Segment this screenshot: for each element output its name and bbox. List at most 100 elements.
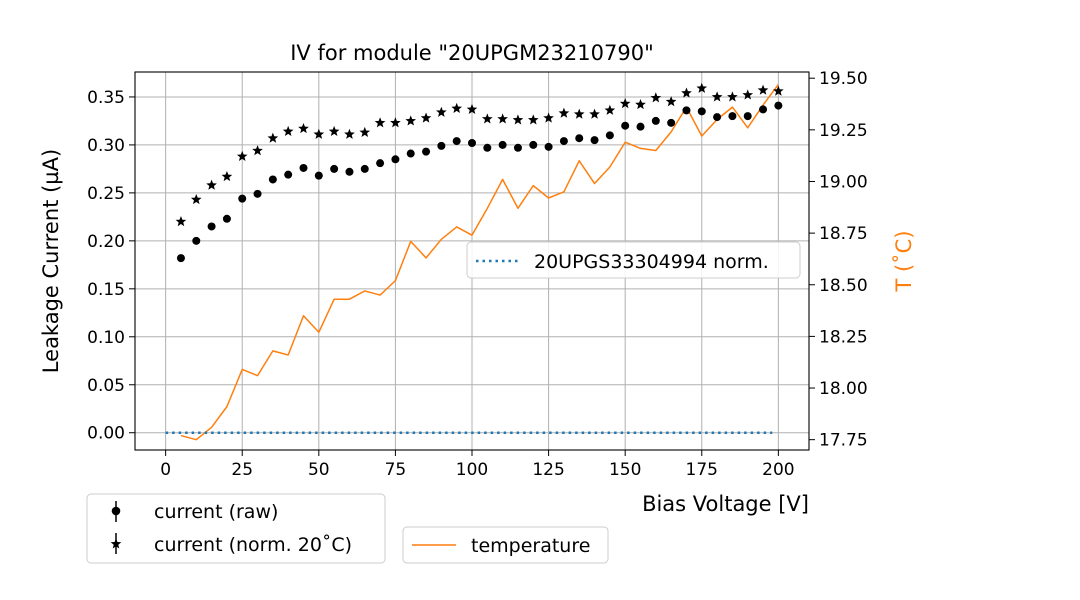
norm-current-point xyxy=(466,103,478,114)
y-tick-label: 0.35 xyxy=(87,88,125,108)
y2-axis-label: T (˚C) xyxy=(892,230,916,292)
raw-current-point xyxy=(207,222,216,231)
norm-current-point xyxy=(252,145,263,156)
norm-current-point xyxy=(558,107,570,118)
legend-raw-label: current (raw) xyxy=(154,501,278,523)
raw-current-point xyxy=(176,254,185,263)
norm-current-point xyxy=(727,91,738,102)
legend-reference: 20UPGS33304994 norm. xyxy=(466,241,801,279)
norm-current-point xyxy=(420,112,432,123)
legend-raw-marker xyxy=(111,506,121,516)
raw-current-point xyxy=(299,163,308,172)
norm-current-point xyxy=(757,84,769,95)
norm-current-point xyxy=(665,96,677,107)
norm-current-point xyxy=(512,114,524,125)
y2-tick-label: 19.50 xyxy=(819,69,868,89)
legend-temperature: temperature xyxy=(402,526,609,564)
legend-reference-label: 20UPGS33304994 norm. xyxy=(534,251,769,273)
norm-current-point xyxy=(481,113,493,124)
raw-current-point xyxy=(651,116,660,125)
norm-current-point xyxy=(221,170,233,182)
norm-current-point xyxy=(313,128,325,139)
x-tick-label: 50 xyxy=(308,460,330,480)
raw-current-point xyxy=(238,194,247,203)
raw-current-point xyxy=(345,167,354,176)
y2-tick-label: 19.00 xyxy=(819,172,868,192)
y-axis-label: Leakage Current (µA) xyxy=(39,149,63,373)
raw-current-point xyxy=(743,112,752,121)
raw-current-point xyxy=(391,155,400,164)
y2-tick-label: 18.00 xyxy=(819,379,868,399)
temperature-line xyxy=(180,83,779,441)
norm-current-point xyxy=(236,150,248,161)
norm-current-point xyxy=(589,108,600,119)
y-tick-label: 0.15 xyxy=(87,280,125,300)
raw-current-point xyxy=(222,214,231,223)
norm-current-point xyxy=(298,123,309,134)
norm-current-point xyxy=(267,132,279,143)
raw-current-point xyxy=(575,134,584,143)
y2-tick-label: 18.75 xyxy=(819,224,868,244)
y2-tick-label: 18.25 xyxy=(819,327,868,347)
raw-current-point xyxy=(360,164,369,173)
raw-current-point xyxy=(314,171,323,180)
x-tick-label: 25 xyxy=(231,460,253,480)
legend-raw-norm: current (raw) current (norm. 20˚C) xyxy=(86,493,386,564)
y-tick-label: 0.25 xyxy=(87,184,125,204)
norm-current-point xyxy=(573,108,585,119)
raw-current-point xyxy=(713,113,722,122)
raw-current-point xyxy=(590,136,599,145)
norm-current-point xyxy=(619,98,631,109)
norm-current-point xyxy=(405,115,417,126)
norm-current-point xyxy=(436,106,447,117)
legend-norm-marker xyxy=(110,538,122,549)
raw-current-point xyxy=(728,112,737,121)
raw-current-point xyxy=(468,138,476,147)
raw-current-series xyxy=(176,101,783,263)
x-tick-label: 0 xyxy=(160,460,171,480)
raw-current-point xyxy=(636,122,645,131)
raw-current-point xyxy=(621,121,630,130)
x-tick-label: 150 xyxy=(609,460,641,480)
raw-current-point xyxy=(330,164,339,173)
raw-current-point xyxy=(406,149,415,158)
raw-current-point xyxy=(422,147,431,156)
norm-current-point xyxy=(681,87,692,98)
x-tick-label: 75 xyxy=(385,460,407,480)
y2-tick-label: 17.75 xyxy=(819,431,868,451)
y-axis-ticks: 0.00 0.05 0.10 0.15 0.20 0.25 0.30 0.35 xyxy=(87,88,135,444)
norm-current-point xyxy=(711,91,723,102)
norm-current-point xyxy=(650,92,662,103)
raw-current-point xyxy=(544,142,553,151)
y-tick-label: 0.05 xyxy=(87,376,125,396)
raw-current-point xyxy=(192,236,201,245)
raw-current-point xyxy=(605,131,614,140)
norm-current-point xyxy=(604,104,616,115)
raw-current-point xyxy=(452,137,461,146)
raw-current-point xyxy=(667,118,676,127)
y2-tick-label: 19.25 xyxy=(819,121,868,141)
raw-current-point xyxy=(513,143,522,152)
raw-current-point xyxy=(759,105,768,114)
raw-current-point xyxy=(376,159,385,168)
raw-current-point xyxy=(559,137,568,146)
x-axis-ticks: 0 25 50 75 100 125 150 175 200 xyxy=(160,450,795,480)
norm-current-point xyxy=(344,128,355,139)
norm-current-point xyxy=(543,112,554,123)
legend-temperature-label: temperature xyxy=(471,535,590,557)
norm-current-point xyxy=(190,194,202,205)
norm-current-point xyxy=(175,216,187,227)
x-tick-label: 200 xyxy=(762,460,794,480)
norm-current-point xyxy=(390,117,401,128)
y2-tick-label: 18.50 xyxy=(819,276,868,296)
norm-current-point xyxy=(374,117,386,128)
norm-current-point xyxy=(742,89,754,100)
norm-current-series xyxy=(175,82,784,227)
y-tick-label: 0.20 xyxy=(87,232,125,252)
y-tick-label: 0.30 xyxy=(87,136,125,156)
temperature-series xyxy=(180,83,779,441)
norm-current-point xyxy=(359,126,371,137)
norm-current-point xyxy=(328,125,340,137)
raw-current-point xyxy=(774,101,783,110)
